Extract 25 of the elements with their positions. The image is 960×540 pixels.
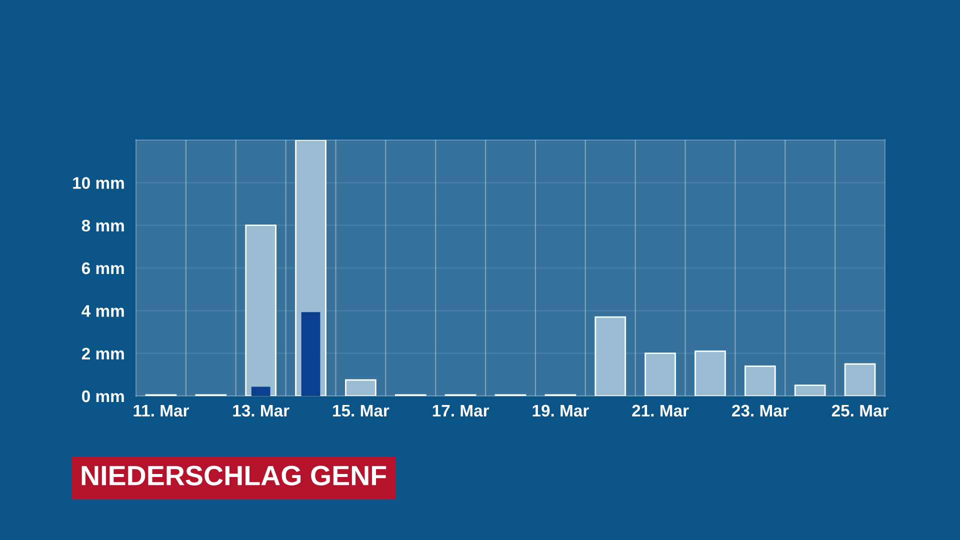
- bar: [744, 365, 776, 396]
- x-tick-label: 15. Mar: [333, 404, 390, 417]
- bar: [794, 384, 826, 396]
- bar: [644, 352, 676, 396]
- x-tick-label: 13. Mar: [233, 404, 290, 417]
- y-tick-label: 6 mm: [82, 262, 124, 274]
- y-tick-label: 4 mm: [82, 305, 124, 317]
- bar: [844, 363, 876, 396]
- y-tick-label: 8 mm: [82, 220, 124, 232]
- x-tick-label: 21. Mar: [632, 404, 689, 417]
- bar: [301, 312, 320, 396]
- y-tick-label: 0 mm: [82, 390, 124, 402]
- text: NIEDERSCHLAG GENF: [82, 466, 386, 486]
- x-tick-label: 17. Mar: [432, 404, 490, 417]
- bar: [345, 379, 376, 396]
- x-tick-label: 19. Mar: [532, 404, 589, 417]
- y-tick-label: 2 mm: [82, 348, 124, 360]
- bar: [594, 316, 626, 396]
- bar: [245, 224, 277, 396]
- x-tick-label: 25. Mar: [832, 404, 888, 417]
- x-tick-label: 11. Mar: [134, 404, 189, 417]
- bar: [251, 386, 270, 396]
- bar: [694, 350, 726, 396]
- x-tick-label: 23. Mar: [732, 404, 789, 417]
- y-tick-label: 10 mm: [73, 177, 124, 189]
